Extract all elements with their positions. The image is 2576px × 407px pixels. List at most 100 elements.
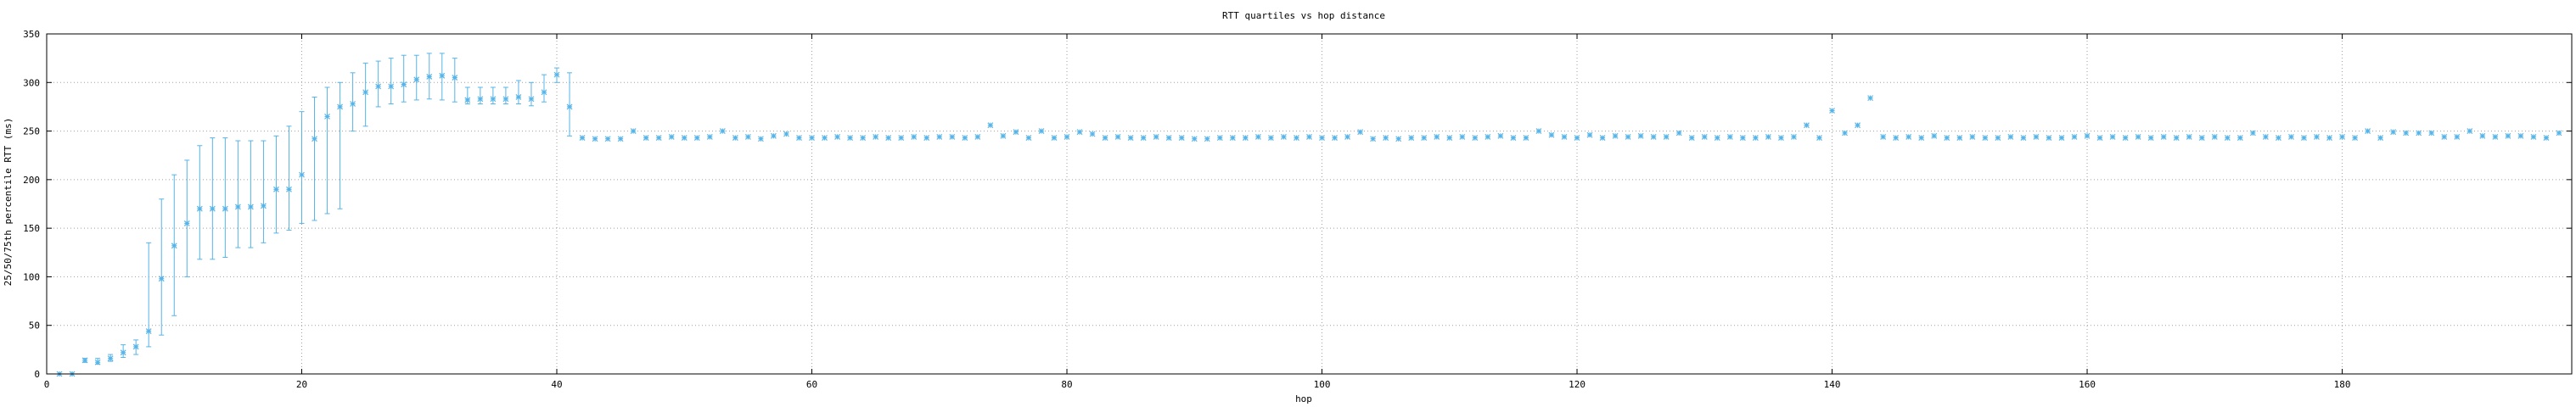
data-point	[362, 89, 369, 96]
data-point	[630, 128, 637, 134]
data-point	[1140, 135, 1147, 142]
data-point	[2084, 132, 2091, 139]
grid-lines	[47, 34, 2572, 374]
data-point	[247, 204, 254, 210]
data-point	[1267, 135, 1274, 142]
data-point	[1944, 135, 1950, 142]
data-point	[1688, 135, 1695, 142]
data-point	[2301, 135, 2307, 142]
data-point	[439, 72, 446, 79]
x-tick-label: 120	[1569, 379, 1585, 390]
data-point	[655, 135, 662, 142]
data-point	[350, 101, 356, 107]
data-point	[1395, 136, 1402, 142]
data-point	[1982, 135, 1989, 142]
data-point	[1294, 135, 1299, 142]
data-point	[1816, 135, 1822, 142]
data-point	[592, 136, 598, 142]
error-bar	[159, 198, 165, 336]
data-point	[1548, 131, 1555, 138]
data-point	[1357, 129, 1364, 136]
x-tick-label: 140	[1824, 379, 1841, 390]
data-point	[2556, 130, 2562, 137]
data-point	[1242, 135, 1249, 142]
data-point	[1625, 134, 1631, 140]
data-point	[732, 135, 738, 142]
data-point	[2122, 135, 2129, 142]
data-point	[1025, 135, 1032, 142]
data-point	[1867, 95, 1874, 102]
data-point	[643, 135, 649, 142]
data-point	[490, 96, 497, 103]
data-point	[388, 83, 395, 90]
data-point	[1281, 134, 1287, 140]
data-point	[2467, 128, 2473, 134]
data-point	[2007, 134, 2014, 140]
data-point	[2160, 134, 2167, 140]
data-point	[94, 359, 101, 365]
x-tick-label: 160	[2079, 379, 2096, 390]
data-point	[222, 205, 228, 212]
data-point	[2441, 134, 2448, 140]
data-point	[2249, 130, 2256, 137]
data-point	[1995, 135, 2001, 142]
data-point	[604, 136, 611, 142]
data-point	[2505, 132, 2511, 139]
data-point	[1051, 135, 1058, 142]
data-point	[1484, 134, 1491, 140]
error-bar	[388, 58, 394, 104]
error-bar	[311, 96, 317, 221]
x-axis-label: hop	[1295, 393, 1312, 404]
data-point	[1739, 135, 1746, 142]
data-point	[809, 135, 815, 142]
data-point	[528, 96, 535, 103]
data-point	[401, 81, 407, 88]
data-point	[196, 205, 203, 212]
y-tick-label: 150	[23, 223, 40, 234]
data-point	[2071, 134, 2078, 140]
y-tick-label: 300	[23, 77, 40, 88]
data-point	[2173, 135, 2180, 142]
data-point	[1523, 135, 1529, 142]
data-point	[1497, 132, 1504, 139]
data-point	[1893, 135, 1900, 142]
y-axis-label: 25/50/75th percentile RTT (ms)	[3, 118, 14, 287]
data-point	[1178, 135, 1185, 142]
y-tick-label: 200	[23, 175, 40, 186]
data-point	[1880, 134, 1887, 140]
data-point	[541, 89, 547, 96]
data-point	[962, 135, 968, 142]
y-tick-label: 0	[34, 369, 40, 380]
data-point	[923, 135, 930, 142]
data-point	[324, 113, 330, 120]
data-point	[1370, 136, 1377, 142]
data-point	[847, 135, 854, 142]
data-point	[1013, 129, 1019, 136]
data-point	[426, 73, 433, 80]
data-point	[1905, 134, 1912, 140]
data-point	[2428, 130, 2435, 137]
data-point	[2147, 135, 2154, 142]
data-point	[1000, 132, 1007, 139]
y-tick-labels: 0 50 100 150 200 250 300 350	[23, 29, 40, 380]
data-point	[2416, 130, 2422, 137]
data-point	[2339, 134, 2345, 140]
plot-frame	[46, 33, 2573, 375]
data-point	[1165, 135, 1172, 142]
data-point	[1332, 135, 1338, 142]
data-point	[1969, 134, 1976, 140]
data-point	[1599, 135, 1606, 142]
data-point	[911, 134, 918, 140]
data-point	[183, 220, 190, 226]
data-point	[1510, 135, 1517, 142]
x-tick-label: 100	[1314, 379, 1331, 390]
data-point	[81, 357, 88, 364]
chart-title: RTT quartiles vs hop distance	[1222, 10, 1385, 21]
data-point	[477, 96, 484, 103]
data-point	[1637, 132, 1644, 139]
data-point	[2543, 135, 2550, 142]
data-point	[1855, 122, 1861, 129]
data-point	[1383, 135, 1389, 142]
data-point	[566, 103, 573, 110]
data-point	[2020, 135, 2027, 142]
